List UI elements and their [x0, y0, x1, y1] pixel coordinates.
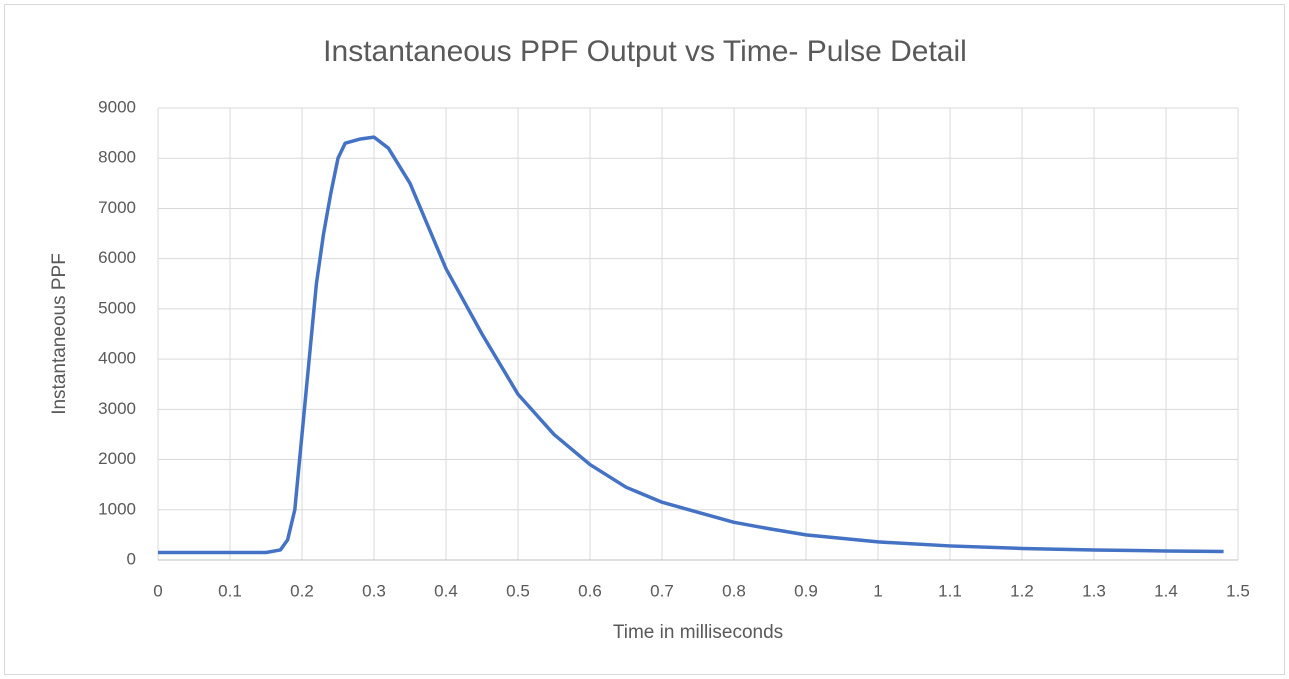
y-tick-label: 7000 [98, 198, 136, 217]
y-tick-label: 6000 [98, 248, 136, 267]
y-tick-label: 2000 [98, 449, 136, 468]
x-tick-label: 1.3 [1082, 581, 1106, 600]
x-tick-label: 0.9 [794, 581, 818, 600]
y-tick-label: 3000 [98, 399, 136, 418]
x-tick-label: 1.4 [1154, 581, 1178, 600]
y-tick-label: 0 [127, 549, 136, 568]
y-tick-label: 1000 [98, 499, 136, 518]
x-tick-label: 0.2 [290, 581, 314, 600]
y-tick-label: 4000 [98, 349, 136, 368]
chart-title: Instantaneous PPF Output vs Time- Pulse … [323, 35, 967, 68]
x-tick-label: 1.5 [1226, 581, 1250, 600]
data-line [158, 135, 1224, 555]
chart-border [4, 4, 1285, 675]
x-tick-label: 0.3 [362, 581, 386, 600]
x-tick-label: 1.1 [938, 581, 962, 600]
x-axis-title: Time in milliseconds [613, 622, 783, 643]
x-tick-label: 0.6 [578, 581, 602, 600]
y-tick-label: 9000 [98, 97, 136, 116]
x-tick-label: 1 [873, 581, 882, 600]
x-tick-label: 1.2 [1010, 581, 1034, 600]
y-tick-label: 5000 [98, 298, 136, 317]
y-axis-title: Instantaneous PPF [49, 253, 70, 415]
y-tick-label: 8000 [98, 148, 136, 167]
x-tick-label: 0.4 [434, 581, 458, 600]
x-tick-label: 0.1 [218, 581, 242, 600]
x-tick-label: 0.7 [650, 581, 674, 600]
x-tick-label: 0.8 [722, 581, 746, 600]
x-tick-label: 0.5 [506, 581, 530, 600]
x-tick-label: 0 [153, 581, 162, 600]
